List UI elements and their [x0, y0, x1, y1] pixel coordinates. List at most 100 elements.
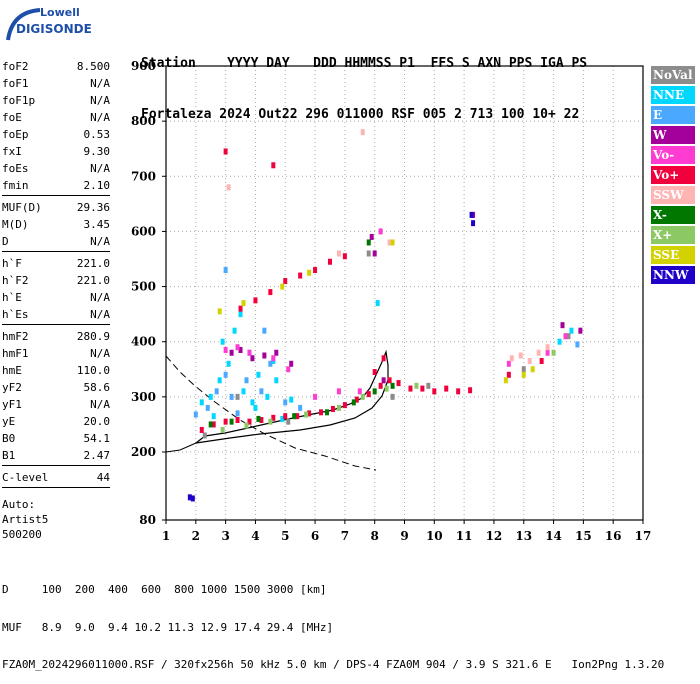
echo-point	[223, 346, 228, 353]
echo-point	[539, 358, 544, 365]
echo-point	[241, 300, 246, 307]
param-value: 221.0	[76, 257, 110, 270]
echo-point	[530, 366, 535, 373]
true-height-profile-curve	[193, 349, 389, 444]
echo-point	[211, 413, 216, 420]
echo-point	[563, 333, 568, 340]
echo-point	[226, 184, 231, 191]
x-tick-label: 6	[311, 529, 319, 543]
param-separator	[2, 487, 110, 488]
x-tick-label: 13	[515, 529, 532, 543]
echo-point	[360, 393, 365, 400]
echo-point	[223, 148, 228, 155]
legend-item: Vo-	[651, 146, 695, 164]
legend-item: Vo+	[651, 166, 695, 184]
y-tick-label: 300	[131, 390, 156, 404]
param-value: 0.53	[83, 128, 111, 141]
echo-point	[244, 422, 249, 429]
param-label: h`E	[2, 291, 22, 304]
header-line-1: Station YYYY DAY DDD HHMMSS P1 FFS S AXN…	[141, 56, 588, 71]
x-tick-label: 12	[486, 529, 503, 543]
echo-point	[229, 418, 234, 425]
echo-point	[420, 385, 425, 392]
echo-point	[342, 402, 347, 409]
legend-item: NNW	[651, 266, 695, 284]
echo-point	[256, 371, 261, 378]
echo-point	[253, 297, 258, 304]
profile-curves	[165, 349, 389, 471]
echo-point	[387, 239, 392, 246]
echo-point	[295, 413, 300, 420]
param-row: M(D) 3.45	[2, 216, 110, 233]
param-value: 9.30	[83, 145, 111, 158]
echo-point	[351, 399, 356, 406]
echo-point	[238, 305, 243, 312]
echo-point	[342, 253, 347, 260]
echo-point	[193, 411, 198, 418]
echo-point	[560, 322, 565, 329]
logo-arc-icon	[6, 8, 41, 41]
echo-point	[271, 414, 276, 421]
auto-scaling-info: Auto: Artist5 500200	[2, 497, 110, 542]
echo-point	[211, 421, 216, 428]
echo-point	[444, 385, 449, 392]
echo-point	[256, 415, 261, 422]
footer-info: D 100 200 400 600 800 1000 1500 3000 [km…	[2, 559, 664, 684]
x-tick-label: 5	[281, 529, 289, 543]
footer-distance-row: D 100 200 400 600 800 1000 1500 3000 [km…	[2, 583, 327, 596]
param-label: B0	[2, 432, 16, 445]
param-label: foF2	[2, 60, 29, 73]
echo-point	[205, 404, 210, 411]
echo-point	[229, 349, 234, 356]
echo-point	[259, 388, 264, 395]
param-value: N/A	[90, 235, 110, 248]
param-label: foF1p	[2, 94, 36, 107]
param-row: MUF(D) 29.36	[2, 199, 110, 216]
echo-point	[235, 410, 240, 417]
param-label: h`F	[2, 257, 22, 270]
auto-line: Auto:	[2, 498, 36, 511]
x-tick-label: 17	[635, 529, 652, 543]
echo-point	[307, 410, 312, 417]
echo-point	[506, 371, 511, 378]
x-tick-label: 8	[371, 529, 379, 543]
echo-point	[220, 338, 225, 345]
echo-point	[214, 388, 219, 395]
param-label: hmE	[2, 364, 22, 377]
param-row: foE N/A	[2, 109, 110, 126]
param-label: M(D)	[2, 218, 29, 231]
param-label: h`F2	[2, 274, 29, 287]
echo-point	[265, 393, 270, 400]
param-row: B1 2.47	[2, 447, 110, 464]
header-line-2: Fortaleza 2024 Out22 296 011000 RSF 005 …	[141, 107, 580, 122]
echo-point	[327, 258, 332, 265]
auto-line: 500200	[2, 528, 42, 541]
param-label: foEs	[2, 162, 29, 175]
echo-point	[268, 418, 273, 425]
x-axis-ticks: 1 2 3 4 5 6 7 8 9 10 11 12 13 14 15 16 17	[162, 520, 652, 543]
echo-point	[336, 404, 341, 411]
echo-point	[381, 355, 386, 362]
param-label: B1	[2, 449, 16, 462]
param-value: 44	[96, 471, 110, 484]
param-label: foE	[2, 111, 22, 124]
low-frequency-curve-tail	[165, 442, 197, 453]
echo-point	[387, 377, 392, 384]
echo-point	[271, 162, 276, 169]
echo-point	[202, 432, 207, 439]
legend-item: X-	[651, 206, 695, 224]
echo-point	[509, 355, 514, 362]
echo-point	[313, 267, 318, 274]
echo-point	[575, 341, 580, 348]
echo-point	[521, 371, 526, 378]
param-value: 2.47	[83, 449, 111, 462]
y-tick-label: 700	[131, 169, 156, 183]
echo-point	[274, 349, 279, 356]
param-row: yF2 58.6	[2, 379, 110, 396]
echo-point	[471, 220, 476, 227]
y-tick-label: 200	[131, 445, 156, 459]
param-value: N/A	[90, 308, 110, 321]
param-row: foF2 8.500	[2, 58, 110, 75]
param-row: foF1p N/A	[2, 92, 110, 109]
legend-item: NoVal	[651, 66, 695, 84]
